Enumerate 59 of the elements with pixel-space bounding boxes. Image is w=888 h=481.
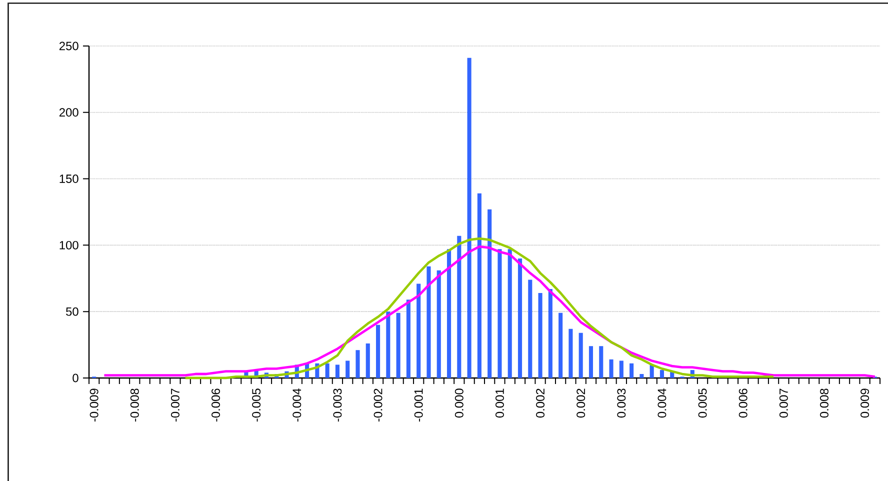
x-tick-label: -0.006 [212,388,220,422]
bar [436,270,441,378]
x-tick-label: -0.001 [414,388,423,422]
bar [548,289,552,378]
bar [376,324,380,378]
bar [640,374,644,378]
bar [446,249,452,378]
bar [325,363,330,378]
y-tick-label: 200 [59,108,78,117]
x-tick-label: 0.007 [779,388,788,418]
x-tick-label: -0.007 [170,388,180,422]
bar [477,193,482,378]
bar [630,363,634,378]
bar [488,209,492,378]
x-tick-label: -0.008 [130,388,139,422]
x-tick-label: -0.003 [333,388,342,422]
bar [346,360,350,378]
x-tick-label: 0.008 [820,388,828,418]
bar [568,328,573,378]
x-tick-label: 0.002 [576,388,586,418]
x-tick-label: 0.000 [454,388,464,418]
y-tick-label: 150 [60,174,78,184]
bar [335,364,340,378]
x-tick-label: 0.004 [658,388,666,418]
x-tick-label: 0.009 [860,388,870,418]
y-tick-label: 50 [66,307,78,316]
bar [588,346,594,378]
bar [508,249,512,378]
bar [467,58,472,378]
x-tick-label: 0.005 [698,388,707,418]
bar [426,266,431,378]
bar [619,360,624,378]
bar [457,236,462,378]
bar [609,359,614,378]
bar [599,346,604,378]
bar [386,312,390,378]
x-tick-label: -0.005 [252,388,261,422]
y-tick-label: 100 [60,240,78,250]
bar [518,258,522,378]
x-tick-label: -0.002 [374,388,382,422]
bar [528,280,532,378]
x-tick-label: 0.006 [738,388,748,418]
bar [538,292,542,378]
y-tick-label: 0 [72,374,78,382]
bar [356,350,360,378]
bar [558,312,563,378]
bar [366,343,370,378]
x-tick-label: 0.001 [495,388,504,418]
x-tick-label: 0.002 [536,388,545,418]
x-tick-label: -0.004 [292,388,302,422]
x-tick-label: 0.003 [617,388,626,418]
bar [578,332,583,378]
bar [406,300,410,378]
x-tick-label: -0.009 [90,388,98,422]
bar [416,284,421,378]
bar [498,249,502,378]
y-tick-label: 250 [59,42,78,50]
bar [660,370,664,378]
bar [396,312,400,378]
